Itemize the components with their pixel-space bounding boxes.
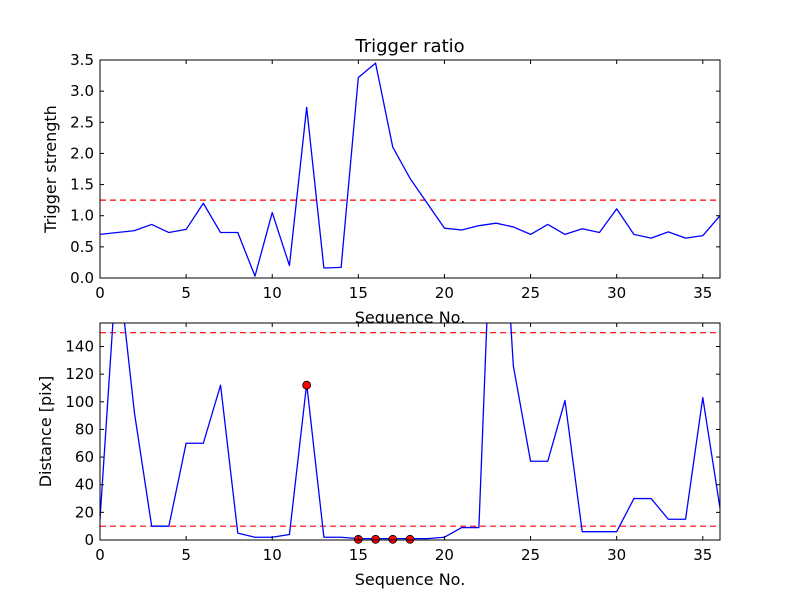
chart-1-x-tick-label: 5 [181,284,191,302]
chart-1-x-tick-label: 0 [95,284,105,302]
chart-1-y-axis-label: Trigger strength [41,105,60,234]
chart-2-x-tick-label: 25 [521,546,540,564]
chart-2-y-tick-label: 0 [84,531,94,549]
chart-1-plot-content [100,62,720,277]
chart-1-y-tick-label: 3.5 [70,51,94,69]
chart-1-x-tick-label: 20 [435,284,454,302]
chart-2-x-tick-label: 0 [95,546,105,564]
chart-2-x-tick-label: 20 [435,546,454,564]
chart-1-x-tick-label: 25 [521,284,540,302]
chart-2-x-axis-label: Sequence No. [355,570,466,589]
chart-1-x-tick-label: 30 [607,284,626,302]
chart-1-x-tick-label: 35 [693,284,712,302]
chart-2-y-tick-label: 60 [75,448,94,466]
chart-1-y-tick-label: 3.0 [70,82,94,100]
chart-2-x-tick-label: 15 [349,546,368,564]
chart-2-y-tick-label: 120 [65,365,94,383]
chart-2-x-tick-label: 35 [693,546,712,564]
chart-2: 0 5 10 15 20 25 30 35 0 20 40 60 80 100 120 140 Sequence… [36,322,721,589]
chart-2-y-tick-label: 140 [65,337,94,355]
chart-1-title: Trigger ratio [354,36,464,57]
chart-2-marker-point [302,380,312,390]
chart-1-plot-area [100,60,720,278]
chart-2-y-tick-label: 40 [75,476,94,494]
chart-2-marker-point [371,534,380,544]
chart-1-axes-frame [99,59,721,279]
chart-2-axes-frame [99,322,721,541]
chart-1-y-tick-label: 1.0 [70,207,94,225]
chart-1-x-tick-label: 15 [349,284,368,302]
chart-1-x-tick-label: 10 [263,284,282,302]
chart-2-marker-point [388,534,398,544]
chart-1-y-tick-label: 0.5 [70,238,94,256]
chart-2-plot-area [100,323,720,540]
chart-1-series-line-1 [100,62,720,277]
chart-2-y-axis-label: Distance [pix] [36,376,55,488]
chart-1-x-axis-label: Sequence No. [355,308,466,327]
chart-2-y-tick-label: 20 [75,503,94,521]
chart-1-y-tick-label: 2.5 [70,113,94,131]
chart-1-y-tick-label: 1.5 [70,176,94,194]
chart-1: 0 5 10 15 20 25 30 35 0.0 0.5 1.0 1.5 2.0 2.5 3.0 3.5 Se… [41,36,721,327]
chart-1-y-tick-label: 0.0 [70,269,94,287]
chart-2-y-tick-label: 100 [65,393,94,411]
chart-2-x-tick-label: 5 [181,546,191,564]
chart-2-y-tick-label: 80 [75,420,94,438]
chart-2-x-tick-label: 30 [607,546,626,564]
chart-2-x-tick-label: 10 [263,546,282,564]
chart-1-y-tick-label: 2.0 [70,144,94,162]
chart-2-marker-point [405,534,415,544]
